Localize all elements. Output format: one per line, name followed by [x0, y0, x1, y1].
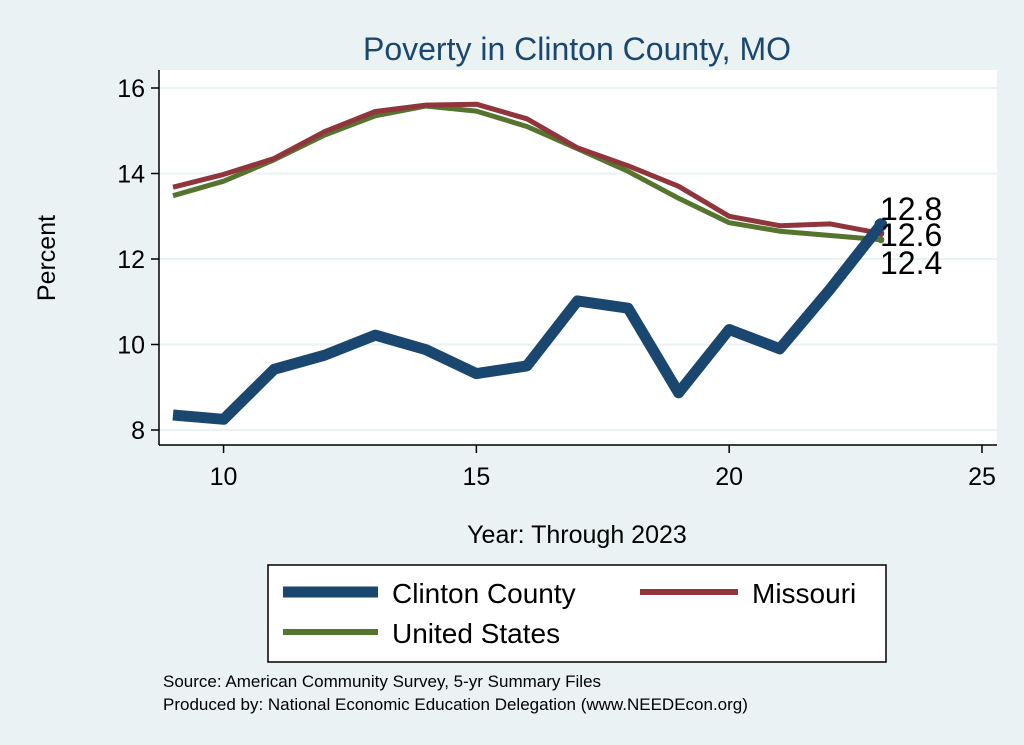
y-tick-label-12: 12 — [117, 246, 145, 274]
legend-label-missouri: Missouri — [752, 578, 856, 609]
axes — [158, 70, 997, 446]
plot-area — [159, 70, 997, 445]
x-tick-label-15: 15 — [462, 463, 490, 491]
source-line-1: Source: American Community Survey, 5-yr … — [163, 672, 601, 691]
end-point-clinton-county — [874, 218, 888, 232]
y-tick-label-14: 14 — [117, 161, 145, 189]
series-lines — [172, 101, 888, 425]
legend-label-clinton: Clinton County — [392, 578, 576, 609]
y-tick-label-16: 16 — [117, 75, 145, 103]
series-line-clinton-county — [172, 221, 886, 425]
y-axis-label: Percent — [33, 215, 61, 301]
x-tick-label-10: 10 — [210, 463, 238, 491]
end-label-missouri: 12.6 — [880, 217, 942, 253]
y-tick-label-8: 8 — [131, 417, 145, 445]
chart-title: Poverty in Clinton County, MO — [363, 31, 791, 67]
x-tick-label-25: 25 — [968, 463, 996, 491]
legend-label-us: United States — [392, 618, 560, 649]
end-label-clinton: 12.8 — [880, 191, 942, 227]
end-point-united-states — [877, 236, 885, 244]
legend: Clinton County Missouri United States — [267, 564, 887, 663]
end-label-us: 12.4 — [880, 245, 942, 281]
y-ticks: 8 10 12 14 16 — [117, 75, 159, 445]
legend-box — [267, 564, 887, 663]
series-line-missouri — [172, 101, 882, 236]
source-line-2: Produced by: National Economic Education… — [163, 695, 748, 714]
x-ticks: 10 15 20 25 — [210, 445, 996, 491]
y-tick-label-10: 10 — [117, 332, 145, 360]
x-axis-label: Year: Through 2023 — [467, 521, 687, 549]
x-tick-label-20: 20 — [715, 463, 743, 491]
